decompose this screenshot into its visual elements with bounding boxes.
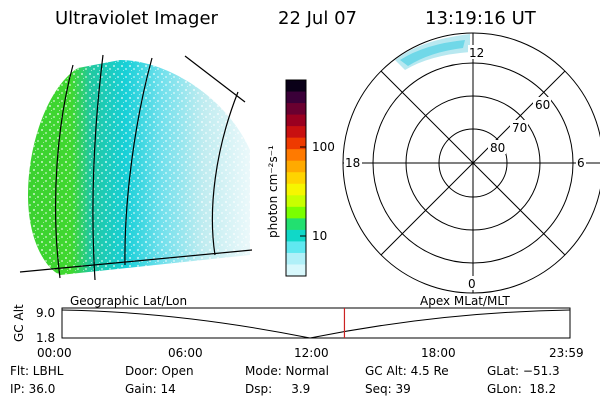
colorbar-cell (286, 206, 306, 219)
info-mode: Mode: Normal (245, 364, 329, 378)
timeline-y-axis-label: GC Alt (12, 304, 26, 342)
colorbar-cell (286, 126, 306, 139)
polar-label-60: 60 (535, 98, 550, 112)
polar-emission (395, 34, 470, 70)
polar-label-18: 18 (345, 156, 360, 170)
polar-label-70: 70 (512, 121, 527, 135)
info-door: Door: Open (125, 364, 194, 378)
polar-label-12: 12 (469, 46, 484, 60)
colorbar-label-10: 10 (312, 229, 327, 243)
colorbar-cell (286, 229, 306, 242)
colorbar-cell (286, 252, 306, 265)
info-gc-alt: GC Alt: 4.5 Re (365, 364, 449, 378)
timeline-y-tick-1.8: 1.8 (36, 331, 55, 345)
image-time: 13:19:16 UT (425, 8, 536, 29)
colorbar-cell (286, 218, 306, 231)
colorbar-cell (286, 91, 306, 104)
timeline-y-tick-9: 9.0 (36, 306, 55, 320)
info-filter: Flt: LBHL (10, 364, 64, 378)
info-gain: Gain: 14 (125, 382, 176, 396)
colorbar-cell (286, 149, 306, 162)
colorbar-cell (286, 80, 306, 93)
instrument-title: Ultraviolet Imager (55, 8, 218, 29)
timeline-x-tick-0600: 06:00 (168, 346, 203, 360)
info-dsp: Dsp: 3.9 (245, 382, 311, 396)
image-date: 22 Jul 07 (278, 8, 357, 29)
info-ip: IP: 36.0 (10, 382, 56, 396)
timeline-x-tick-1800: 18:00 (421, 346, 456, 360)
timeline-x-tick-0000: 00:00 (37, 346, 72, 360)
geographic-grid (19, 54, 253, 281)
timeline-right-label: Apex MLat/MLT (420, 294, 510, 308)
colorbar-cell (286, 172, 306, 185)
colorbar-cell (286, 195, 306, 208)
polar-label-0: 0 (468, 277, 476, 291)
polar-label-6: 6 (577, 156, 585, 170)
info-seq: Seq: 39 (365, 382, 411, 396)
polar-label-80: 80 (490, 141, 505, 155)
colorbar-unit-label: photon cm⁻²s⁻¹ (266, 145, 280, 238)
colorbar-label-100: 100 (312, 140, 335, 154)
info-glon: GLon: 18.2 (487, 382, 557, 396)
timeline-x-tick-2359: 23:59 (549, 346, 584, 360)
colorbar-cell (286, 264, 306, 277)
altitude-curve (61, 309, 571, 339)
colorbar-cell (286, 160, 306, 173)
info-glat: GLat: −51.3 (487, 364, 560, 378)
colorbar-cell (286, 241, 306, 254)
colorbar-frame (285, 79, 307, 277)
colorbar-cell (286, 114, 306, 127)
timeline-left-label: Geographic Lat/Lon (70, 294, 187, 308)
timeline-frame (61, 307, 571, 339)
colorbar-cell (286, 103, 306, 116)
timeline-x-tick-1200: 12:00 (294, 346, 329, 360)
colorbar-cell (286, 183, 306, 196)
